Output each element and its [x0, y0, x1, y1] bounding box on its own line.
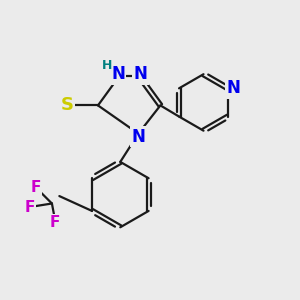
Text: N: N	[134, 65, 147, 83]
Text: F: F	[30, 180, 41, 195]
Text: S: S	[60, 96, 73, 114]
Text: H: H	[102, 59, 112, 72]
Text: N: N	[111, 65, 125, 83]
Text: F: F	[50, 215, 60, 230]
Text: F: F	[24, 200, 35, 215]
Text: N: N	[226, 79, 240, 97]
Text: N: N	[131, 128, 145, 146]
